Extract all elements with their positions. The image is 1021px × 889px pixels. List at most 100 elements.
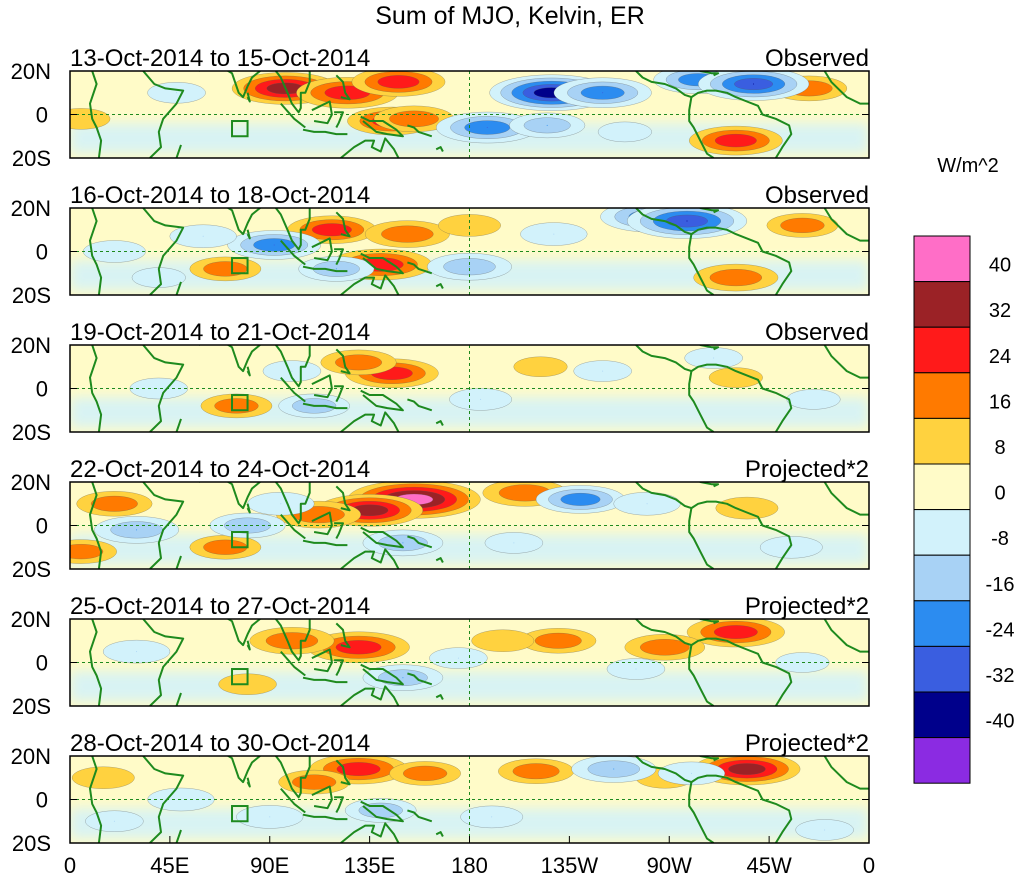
reference-box: [231, 394, 249, 412]
coastline: [340, 685, 400, 706]
coastline: [334, 248, 344, 266]
coastline: [435, 694, 444, 700]
coastline: [335, 211, 351, 238]
colorbar-level-label: -16: [986, 574, 1015, 596]
coastline: [198, 71, 311, 114]
anomaly-point: [346, 92, 348, 94]
coastline: [360, 115, 404, 138]
coastline: [246, 92, 251, 103]
anomaly-point: [280, 503, 282, 505]
anomaly-point: [690, 772, 692, 774]
coastlines: [89, 71, 869, 158]
x-tick-label: 45W: [747, 853, 792, 878]
coastline: [435, 283, 444, 289]
panel-period: 16-Oct-2014 to 18-Oct-2014: [70, 182, 370, 209]
anomaly-point: [176, 92, 178, 94]
y-tick-label: 0: [36, 651, 48, 676]
panel-4: 20N 0 20S 22-Oct-2014 to 24-Oct-2014 Project…: [11, 456, 870, 582]
anomaly-point: [746, 768, 748, 770]
coastline: [635, 208, 793, 295]
coastline: [360, 800, 404, 823]
coastline: [635, 345, 793, 432]
anomaly-point: [735, 140, 737, 142]
anomaly-contour: [70, 108, 111, 130]
coastlines: [89, 208, 869, 295]
anomaly-point: [735, 377, 737, 379]
anomaly-point: [335, 268, 337, 270]
coastline: [89, 482, 103, 569]
coastline: [360, 389, 404, 412]
anomaly-point: [469, 224, 470, 226]
chart-title: Sum of MJO, Kelvin, ER: [375, 2, 645, 30]
panel-3: 20N 0 20S 19-Oct-2014 to 21-Oct-2014 Observe…: [11, 319, 870, 445]
colorbar-level-label: 0: [994, 483, 1005, 505]
anomaly-point: [369, 509, 371, 511]
coastline: [246, 640, 251, 651]
anomaly-point: [824, 829, 826, 831]
reference-box: [231, 805, 249, 823]
x-tick-label: 90E: [250, 853, 289, 878]
coastline: [89, 756, 103, 843]
anomaly-point: [491, 816, 493, 818]
colorbar-swatch: [913, 463, 971, 511]
coastline: [698, 482, 720, 488]
x-tick-label: 135W: [541, 853, 599, 878]
anomaly-point: [753, 83, 755, 85]
anomaly-point: [624, 131, 626, 133]
panel-6: 20N 0 20S 28-Oct-2014 to 30-Oct-2014 Project…: [11, 730, 870, 856]
coastline: [280, 787, 306, 814]
coastline: [175, 692, 182, 706]
y-tick-label: 20S: [12, 694, 51, 719]
coastline: [311, 374, 333, 399]
colorbar-level-label: 32: [989, 300, 1011, 322]
anomaly-point: [113, 503, 115, 505]
anomaly-point: [402, 677, 404, 679]
panel-label: Projected*2: [745, 456, 869, 483]
coastline: [246, 229, 251, 240]
x-tick-label: 180: [451, 853, 488, 878]
colorbar-swatch: [913, 645, 971, 693]
coastline: [302, 676, 348, 684]
coastline: [334, 659, 344, 676]
coastline: [89, 345, 103, 432]
y-tick-label: 20S: [12, 283, 51, 308]
anomaly-point: [557, 640, 559, 642]
coastline: [688, 370, 715, 432]
anomaly-point: [406, 233, 408, 235]
coastline: [246, 777, 251, 788]
anomaly-point: [424, 772, 426, 774]
anomaly-point: [413, 498, 415, 500]
anomaly-point: [579, 498, 581, 500]
anomaly-field: [70, 482, 869, 565]
coastline: [688, 781, 715, 843]
coastline: [280, 376, 306, 403]
coastline: [635, 71, 793, 158]
coastline: [635, 482, 793, 569]
coastline: [142, 345, 185, 432]
coastline: [311, 648, 333, 673]
coastline: [302, 539, 348, 547]
panels: 20N 0 20S 13-Oct-2014 to 15-Oct-2014 Observe…: [11, 45, 870, 856]
anomaly-point: [235, 405, 237, 407]
y-tick-label: 0: [36, 240, 48, 265]
colorbar-swatch: [913, 737, 971, 784]
anomaly-point: [697, 79, 699, 81]
colorbar-swatch: [913, 235, 971, 283]
coastline: [89, 71, 103, 158]
anomaly-point: [291, 370, 293, 372]
anomaly-point: [80, 118, 82, 120]
colorbar-level-label: 24: [989, 346, 1011, 368]
anomaly-point: [713, 357, 715, 359]
coastline: [89, 208, 103, 295]
coastline: [698, 619, 720, 625]
coastline: [435, 831, 444, 837]
anomaly-point: [224, 268, 226, 270]
anomaly-point: [686, 220, 688, 222]
anomaly-point: [551, 92, 553, 94]
anomaly-point: [646, 503, 648, 505]
anomaly-point: [80, 551, 82, 553]
coastline: [823, 71, 869, 105]
coastline: [688, 96, 715, 158]
anomaly-point: [602, 370, 604, 372]
